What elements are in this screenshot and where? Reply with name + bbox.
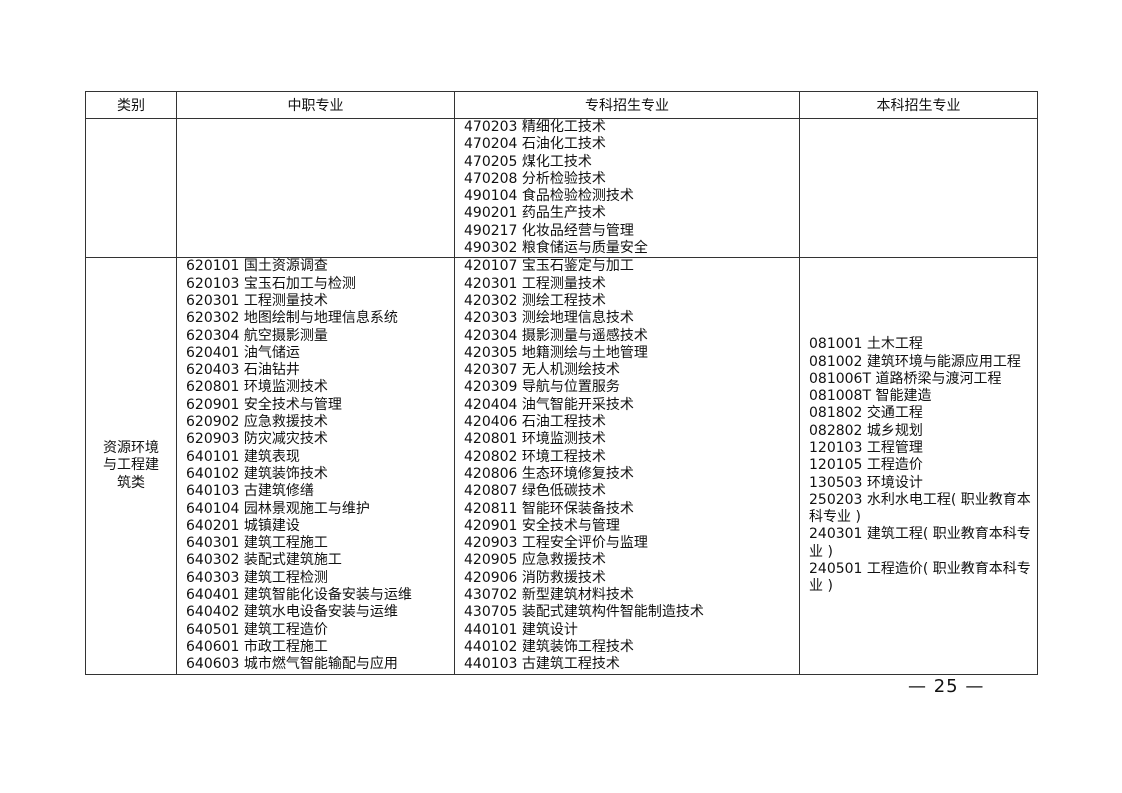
major-item: 640301 建筑工程施工 (186, 535, 328, 552)
table-header-row: 类别 中职专业 专科招生专业 本科招生专业 (85, 91, 1038, 119)
major-item: 420801 环境监测技术 (464, 431, 606, 448)
major-item: 420905 应急救援技术 (464, 552, 606, 569)
major-item: 420901 安全技术与管理 (464, 517, 620, 534)
table-row: 470203 精细化工技术 470204 石油化工技术 470205 煤化工技术 47… (85, 117, 1038, 259)
major-item: 620903 防灾减灾技术 (186, 431, 328, 448)
major-item: 620901 安全技术与管理 (186, 396, 342, 413)
major-item: 640104 园林景观施工与维护 (186, 500, 370, 517)
undergrad-majors-cell (799, 117, 1038, 259)
major-item: 640601 市政工程施工 (186, 638, 328, 655)
major-item: 081008T 智能建造 (809, 388, 932, 405)
header-undergraduate: 本科招生专业 (799, 91, 1038, 119)
major-item: 620301 工程测量技术 (186, 292, 328, 309)
major-item: 440102 建筑装饰工程技术 (464, 638, 634, 655)
majors-table: 类别 中职专业 专科招生专业 本科招生专业 470203 精细化工技术 47020… (85, 91, 1038, 675)
college-majors-cell: 470203 精细化工技术 470204 石油化工技术 470205 煤化工技术 47… (454, 117, 800, 259)
major-item: 420404 油气智能开采技术 (464, 396, 634, 413)
major-item: 620101 国土资源调查 (186, 258, 328, 275)
major-item: 620403 石油钻井 (186, 362, 300, 379)
major-item: 440101 建筑设计 (464, 621, 578, 638)
major-item: 640201 城镇建设 (186, 517, 300, 534)
major-item: 490201 药品生产技术 (464, 205, 606, 222)
major-item: 420302 测绘工程技术 (464, 292, 606, 309)
major-item: 420807 绿色低碳技术 (464, 483, 606, 500)
major-item: 440103 古建筑工程技术 (464, 656, 620, 673)
major-item: 490217 化妆品经营与管理 (464, 222, 634, 239)
major-item: 420305 地籍测绘与土地管理 (464, 344, 648, 361)
major-item: 420107 宝玉石鉴定与加工 (464, 258, 634, 275)
header-secondary-vocational: 中职专业 (176, 91, 455, 119)
major-item: 620801 环境监测技术 (186, 379, 328, 396)
major-item: 640603 城市燃气智能输配与应用 (186, 656, 398, 673)
major-item: 430705 装配式建筑构件智能制造技术 (464, 604, 704, 621)
major-item: 470204 石油化工技术 (464, 136, 606, 153)
major-item: 430702 新型建筑材料技术 (464, 587, 634, 604)
table-row: 资源环境与工程建筑类 620101 国土资源调查 620103 宝玉石加工与检测 6… (85, 257, 1038, 675)
major-item: 420304 摄影测量与遥感技术 (464, 327, 648, 344)
major-item: 420406 石油工程技术 (464, 414, 606, 431)
undergrad-majors-cell: 081001 土木工程 081002 建筑环境与能源应用工程 081006T 道路桥… (799, 257, 1038, 675)
major-item: 120103 工程管理 (809, 439, 923, 456)
major-item: 490302 粮食储运与质量安全 (464, 240, 648, 257)
secondary-majors-cell: 620101 国土资源调查 620103 宝玉石加工与检测 620301 工程测量技… (176, 257, 455, 675)
major-item: 420301 工程测量技术 (464, 275, 606, 292)
major-item: 420802 环境工程技术 (464, 448, 606, 465)
major-item: 620302 地图绘制与地理信息系统 (186, 310, 398, 327)
category-cell: 资源环境与工程建筑类 (85, 257, 177, 675)
page-number: — 25 — (908, 676, 985, 697)
major-item: 640101 建筑表现 (186, 448, 300, 465)
major-item: 640401 建筑智能化设备安装与运维 (186, 587, 412, 604)
major-item: 081006T 道路桥梁与渡河工程 (809, 370, 1002, 387)
major-item: 490104 食品检验检测技术 (464, 188, 634, 205)
major-item: 620401 油气储运 (186, 344, 300, 361)
major-item: 640302 装配式建筑施工 (186, 552, 342, 569)
major-item: 240301 建筑工程( 职业教育本科专业 ) (809, 526, 1031, 560)
college-majors-cell: 420107 宝玉石鉴定与加工 420301 工程测量技术 420302 测绘工程技… (454, 257, 800, 675)
major-item: 470208 分析检验技术 (464, 170, 606, 187)
major-item: 250203 水利水电工程( 职业教育本科专业 ) (809, 491, 1031, 526)
major-item: 120105 工程造价 (809, 457, 923, 474)
major-item: 640103 古建筑修缮 (186, 483, 314, 500)
category-cell (85, 117, 177, 259)
header-junior-college: 专科招生专业 (454, 91, 800, 119)
major-item: 081002 建筑环境与能源应用工程 (809, 353, 1021, 370)
major-item: 420906 消防救援技术 (464, 569, 606, 586)
major-item: 640102 建筑装饰技术 (186, 465, 328, 482)
major-item: 130503 环境设计 (809, 474, 923, 491)
major-item: 470203 精细化工技术 (464, 119, 606, 135)
major-item: 082802 城乡规划 (809, 422, 923, 439)
major-item: 420303 测绘地理信息技术 (464, 310, 634, 327)
major-item: 420811 智能环保装备技术 (464, 500, 634, 517)
major-item: 620902 应急救援技术 (186, 414, 328, 431)
major-item: 640402 建筑水电设备安装与运维 (186, 604, 398, 621)
major-item: 081802 交通工程 (809, 405, 923, 422)
major-item: 640501 建筑工程造价 (186, 621, 328, 638)
major-item: 620304 航空摄影测量 (186, 327, 328, 344)
major-item: 420903 工程安全评价与监理 (464, 535, 648, 552)
major-item: 420806 生态环境修复技术 (464, 465, 634, 482)
header-category: 类别 (85, 91, 177, 119)
major-item: 420309 导航与位置服务 (464, 379, 620, 396)
major-item: 470205 煤化工技术 (464, 153, 592, 170)
major-item: 620103 宝玉石加工与检测 (186, 275, 356, 292)
major-item: 640303 建筑工程检测 (186, 569, 328, 586)
major-item: 240501 工程造价( 职业教育本科专业 ) (809, 561, 1031, 595)
secondary-majors-cell (176, 117, 455, 259)
major-item: 420307 无人机测绘技术 (464, 362, 620, 379)
major-item: 081001 土木工程 (809, 336, 923, 353)
